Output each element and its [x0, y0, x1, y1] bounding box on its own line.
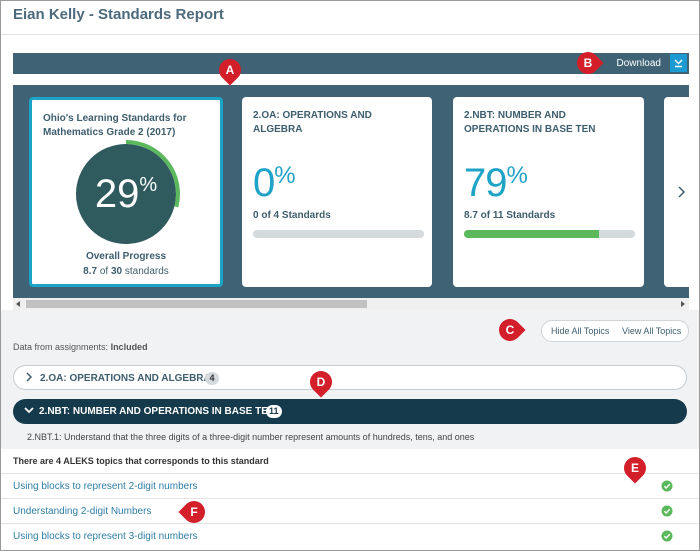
- scroll-thumb[interactable]: [26, 300, 367, 308]
- callout: C: [499, 319, 521, 341]
- assignments-note: Data from assignments: Included: [13, 342, 148, 352]
- expand-icon: [26, 372, 33, 382]
- domain-card[interactable]: 2.OA: OPERATIONS AND ALGEBRA 0% 0 of 4 S…: [242, 97, 432, 287]
- mastered-check: [661, 480, 673, 492]
- card-title: 2.NBT: NUMBER AND OPERATIONS IN BASE TEN: [464, 110, 596, 135]
- topic-toggles: Hide All Topics View All Topics: [541, 320, 689, 342]
- assignments-value: Included: [110, 342, 148, 352]
- topic-row: Understanding 2-digit Numbers: [1, 498, 699, 524]
- percent: 0%: [253, 161, 296, 206]
- topics-note: There are 4 ALEKS topics that correspond…: [13, 456, 269, 466]
- callout-letter: A: [225, 63, 235, 77]
- caption: Overall Progress: [85, 251, 167, 262]
- section-count: 4: [205, 372, 219, 385]
- callout-letter: C: [505, 323, 515, 337]
- card-title: Ohio's Learning Standards for Mathematic…: [43, 113, 187, 138]
- total: 30: [110, 266, 123, 277]
- card-title: 2.OA: OPERATIONS AND ALGEBRA: [253, 110, 372, 135]
- section-header[interactable]: 2.OA: OPERATIONS AND ALGEBRA 4: [13, 365, 687, 390]
- download-glyph: [674, 59, 683, 68]
- hide-all-topics[interactable]: Hide All Topics: [551, 326, 610, 336]
- scroll-left[interactable]: [14, 300, 22, 308]
- toolbar: Download: [13, 53, 689, 74]
- section-count: 11: [266, 405, 282, 418]
- callout: D: [310, 371, 332, 393]
- download-button[interactable]: Download: [616, 58, 661, 69]
- percent-value: 79: [464, 161, 507, 205]
- mastered: 8.7: [83, 266, 98, 277]
- callout-letter: F: [190, 505, 198, 519]
- progress-track: [464, 230, 635, 238]
- topic-link[interactable]: Using blocks to represent 3-digit number…: [13, 531, 198, 542]
- mastered-check: [661, 530, 673, 542]
- topic-link[interactable]: Using blocks to represent 2-digit number…: [13, 481, 198, 492]
- next-card-peek[interactable]: [664, 97, 689, 287]
- download-icon[interactable]: [670, 54, 687, 72]
- ring-arc: [125, 140, 180, 208]
- ring-disc: [76, 144, 176, 244]
- topic-row: Using blocks to represent 2-digit number…: [1, 473, 699, 499]
- topic-row: Using blocks to represent 3-digit number…: [1, 523, 699, 549]
- noun: standards: [124, 266, 169, 277]
- progress-track: [253, 230, 424, 238]
- callout-letter: E: [630, 461, 639, 475]
- callout-letter: B: [583, 56, 593, 70]
- standards-count: 0 of 4 Standards: [253, 210, 331, 221]
- callout: E: [624, 457, 646, 479]
- callout: B: [577, 52, 599, 74]
- scroll-right[interactable]: [679, 300, 687, 308]
- section-header[interactable]: 2.NBT: NUMBER AND OPERATIONS IN BASE TEN…: [13, 399, 687, 424]
- mastered-check: [661, 505, 673, 517]
- view-all-topics[interactable]: View All Topics: [622, 326, 682, 336]
- callout: A: [219, 59, 241, 81]
- section-title: 2.OA: OPERATIONS AND ALGEBRA: [40, 373, 211, 384]
- standards-count: 8.7 of 11 Standards: [464, 210, 556, 221]
- assignments-label: Data from assignments:: [13, 342, 109, 352]
- overall-card[interactable]: Ohio's Learning Standards for Mathematic…: [29, 97, 223, 287]
- percent-unit: %: [274, 162, 295, 189]
- progress-carousel: Ohio's Learning Standards for Mathematic…: [13, 85, 689, 298]
- domain-card[interactable]: 2.NBT: NUMBER AND OPERATIONS IN BASE TEN…: [453, 97, 644, 287]
- progress-fill: [464, 230, 600, 238]
- standard-description: 2.NBT.1: Understand that the three digit…: [27, 432, 475, 442]
- of: of: [99, 266, 109, 277]
- scrollbar[interactable]: [13, 298, 689, 310]
- page-title: Eian Kelly - Standards Report: [13, 6, 224, 23]
- standards-count: 8.7 of 30 standards: [32, 266, 220, 277]
- percent: 79%: [464, 161, 528, 206]
- percent-unit: %: [139, 174, 157, 196]
- percent-unit: %: [506, 162, 528, 189]
- divider: [1, 34, 699, 35]
- callout: F: [183, 501, 205, 523]
- percent-value: 29: [95, 172, 140, 216]
- topic-link[interactable]: Understanding 2-digit Numbers: [13, 506, 152, 517]
- ring-percent: 29%: [95, 172, 158, 216]
- percent-value: 0: [253, 161, 275, 205]
- collapse-icon: [24, 407, 34, 414]
- progress-ring: 29%: [76, 140, 180, 244]
- topic-list: Using blocks to represent 2-digit number…: [1, 449, 699, 550]
- section-title: 2.NBT: NUMBER AND OPERATIONS IN BASE TEN: [39, 406, 276, 417]
- next-arrow[interactable]: [676, 185, 686, 199]
- callout-letter: D: [316, 375, 326, 389]
